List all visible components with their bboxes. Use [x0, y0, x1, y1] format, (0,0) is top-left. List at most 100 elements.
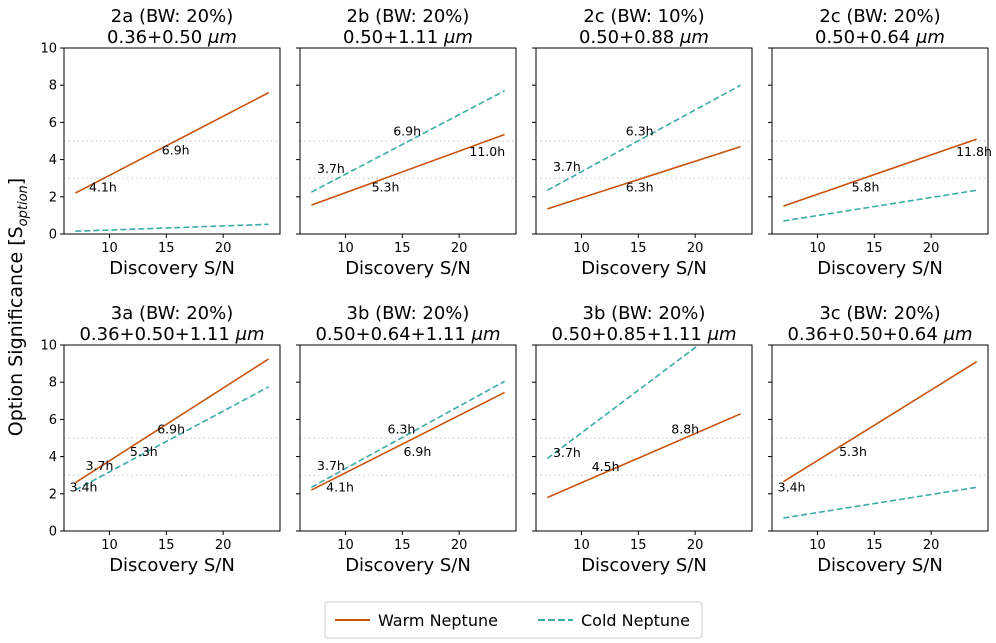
- panel-7: 3.7h 4.5h 8.8h 10 15 20 Discovery S/N 3b (BW: 2…: [532, 303, 753, 576]
- series-group: [310, 90, 506, 206]
- series-group: [74, 91, 270, 233]
- cold-neptune-line: [546, 84, 742, 191]
- cold-neptune-line: [546, 345, 700, 460]
- x-tick-label: 10: [337, 241, 354, 256]
- x-tick-label: 10: [809, 241, 826, 256]
- y-tick-label: 8: [49, 376, 57, 391]
- x-tick-label: 20: [215, 538, 232, 553]
- panel-subtitle-wavelengths: 0.50+0.85+1.11: [551, 324, 707, 345]
- panel-subtitle-unit: μm: [443, 27, 473, 48]
- series-group: [782, 361, 978, 519]
- panel-title: 3b (BW: 20%): [583, 303, 706, 324]
- x-tick-label: 20: [451, 241, 468, 256]
- plot-frame: [535, 47, 753, 235]
- panel-title: 2a (BW: 20%): [111, 6, 234, 27]
- y-tick-label: 10: [40, 42, 57, 57]
- series-group: [546, 84, 742, 210]
- annotation-label: 3.7h: [553, 445, 581, 460]
- annotation-label: 3.4h: [70, 479, 98, 494]
- x-tick-label: 20: [451, 538, 468, 553]
- annotation-label: 11.0h: [469, 144, 505, 159]
- panel-subtitle-unit: μm: [943, 324, 973, 345]
- y-tick-label: 2: [49, 190, 57, 205]
- panel-subtitle-unit: μm: [207, 27, 237, 48]
- cold-neptune-line: [310, 380, 506, 488]
- x-tick-label: 15: [158, 538, 175, 553]
- panel-3: 3.7h 6.3h 6.3h 10 15 20 Discovery S/N 2c (BW: 1…: [532, 6, 753, 279]
- x-axis-label: Discovery S/N: [109, 258, 235, 279]
- cold-neptune-line: [74, 386, 270, 491]
- panel-subtitle-unit: μm: [679, 27, 709, 48]
- warm-neptune-line: [311, 133, 505, 206]
- x-axis-label: Discovery S/N: [581, 555, 707, 576]
- warm-neptune-line: [782, 361, 978, 483]
- annotation-label: 3.7h: [86, 458, 114, 473]
- panel-subtitle: 0.50+0.64+1.11 μm: [315, 324, 500, 345]
- series-group: [546, 345, 741, 499]
- annotation-label: 5.3h: [839, 444, 867, 459]
- cold-neptune-line: [783, 189, 977, 222]
- y-axis-label-end: ]: [5, 178, 27, 185]
- annotation-label: 3.7h: [317, 458, 345, 473]
- annotation-label: 5.8h: [852, 180, 880, 195]
- x-tick-label: 15: [866, 241, 883, 256]
- x-tick-label: 10: [809, 538, 826, 553]
- y-tick-label: 6: [49, 413, 57, 428]
- x-tick-label: 10: [101, 538, 118, 553]
- warm-neptune-line: [74, 91, 270, 194]
- x-tick-label: 20: [215, 241, 232, 256]
- annotation-label: 4.1h: [89, 180, 117, 195]
- warm-neptune-line: [547, 145, 741, 210]
- x-tick-label: 15: [630, 241, 647, 256]
- x-tick-label: 20: [923, 538, 940, 553]
- x-tick-label: 15: [630, 538, 647, 553]
- panel-subtitle-unit: μm: [915, 27, 945, 48]
- annotation-label: 6.3h: [388, 422, 416, 437]
- panel-1: 4.1h 6.9h 10 15 20 0 2 4 6 8 10 Discovery S/N 2a (BW…: [40, 6, 281, 279]
- y-axis-label-main: Option Significance [S: [5, 226, 27, 436]
- panel-6: 3.7h 4.1h 6.3h 6.9h 10 15 20 Discovery S/N 3b (B…: [296, 303, 517, 576]
- panel-2: 3.7h 5.3h 6.9h 11.0h 10 15 20 Discovery S/N 2b (…: [296, 6, 517, 279]
- panel-subtitle: 0.36+0.50+0.64 μm: [787, 324, 972, 345]
- x-axis-label: Discovery S/N: [817, 555, 943, 576]
- y-tick-label: 6: [49, 116, 57, 131]
- panel-4: 5.8h 11.8h 10 15 20 Discovery S/N 2c (BW: 20%)…: [768, 6, 992, 279]
- y-tick-label: 8: [49, 79, 57, 94]
- panel-subtitle-wavelengths: 0.36+0.50: [107, 27, 208, 48]
- y-tick-label: 0: [49, 228, 57, 243]
- y-tick-label: 10: [40, 339, 57, 354]
- panel-title: 2c (BW: 20%): [819, 6, 940, 27]
- x-axis-label: Discovery S/N: [109, 555, 235, 576]
- panel-subtitle: 0.36+0.50 μm: [107, 27, 237, 48]
- x-axis-label: Discovery S/N: [581, 258, 707, 279]
- x-tick-label: 15: [394, 241, 411, 256]
- panel-subtitle-wavelengths: 0.36+0.50+0.64: [787, 324, 943, 345]
- annotation-label: 3.7h: [553, 159, 581, 174]
- y-tick-label: 2: [49, 487, 57, 502]
- x-tick-label: 10: [573, 538, 590, 553]
- panel-title: 3c (BW: 20%): [819, 303, 940, 324]
- annotation-label: 6.9h: [403, 444, 431, 459]
- x-axis-label: Discovery S/N: [817, 258, 943, 279]
- panel-8: 3.4h 5.3h 10 15 20 Discovery S/N 3c (BW: 20%)0…: [768, 303, 989, 576]
- warm-neptune-line: [783, 138, 977, 207]
- x-tick-label: 20: [687, 538, 704, 553]
- panel-subtitle: 0.50+1.11 μm: [343, 27, 473, 48]
- panel-5: 3.4h 3.7h 5.3h 6.9h 10 15 20 0 2 4 6 8 10 Discovery S…: [40, 303, 281, 576]
- panel-subtitle-unit: μm: [471, 324, 501, 345]
- panel-subtitle: 0.36+0.50+1.11 μm: [79, 324, 264, 345]
- panel-subtitle-wavelengths: 0.50+0.88: [579, 27, 680, 48]
- annotation-label: 6.9h: [162, 142, 190, 157]
- annotation-label: 3.4h: [778, 479, 806, 494]
- legend-cold-label: Cold Neptune: [581, 611, 690, 630]
- plot-frame: [535, 344, 753, 532]
- panel-subtitle-wavelengths: 0.36+0.50+1.11: [79, 324, 235, 345]
- y-axis-label: Option Significance [Soption]: [5, 178, 31, 436]
- cold-neptune-line: [310, 90, 506, 193]
- annotation-label: 5.3h: [130, 444, 158, 459]
- annotation-label: 4.1h: [326, 479, 354, 494]
- panel-subtitle-wavelengths: 0.50+1.11: [343, 27, 444, 48]
- annotation-label: 6.3h: [626, 124, 654, 139]
- plot-frame: [63, 344, 281, 532]
